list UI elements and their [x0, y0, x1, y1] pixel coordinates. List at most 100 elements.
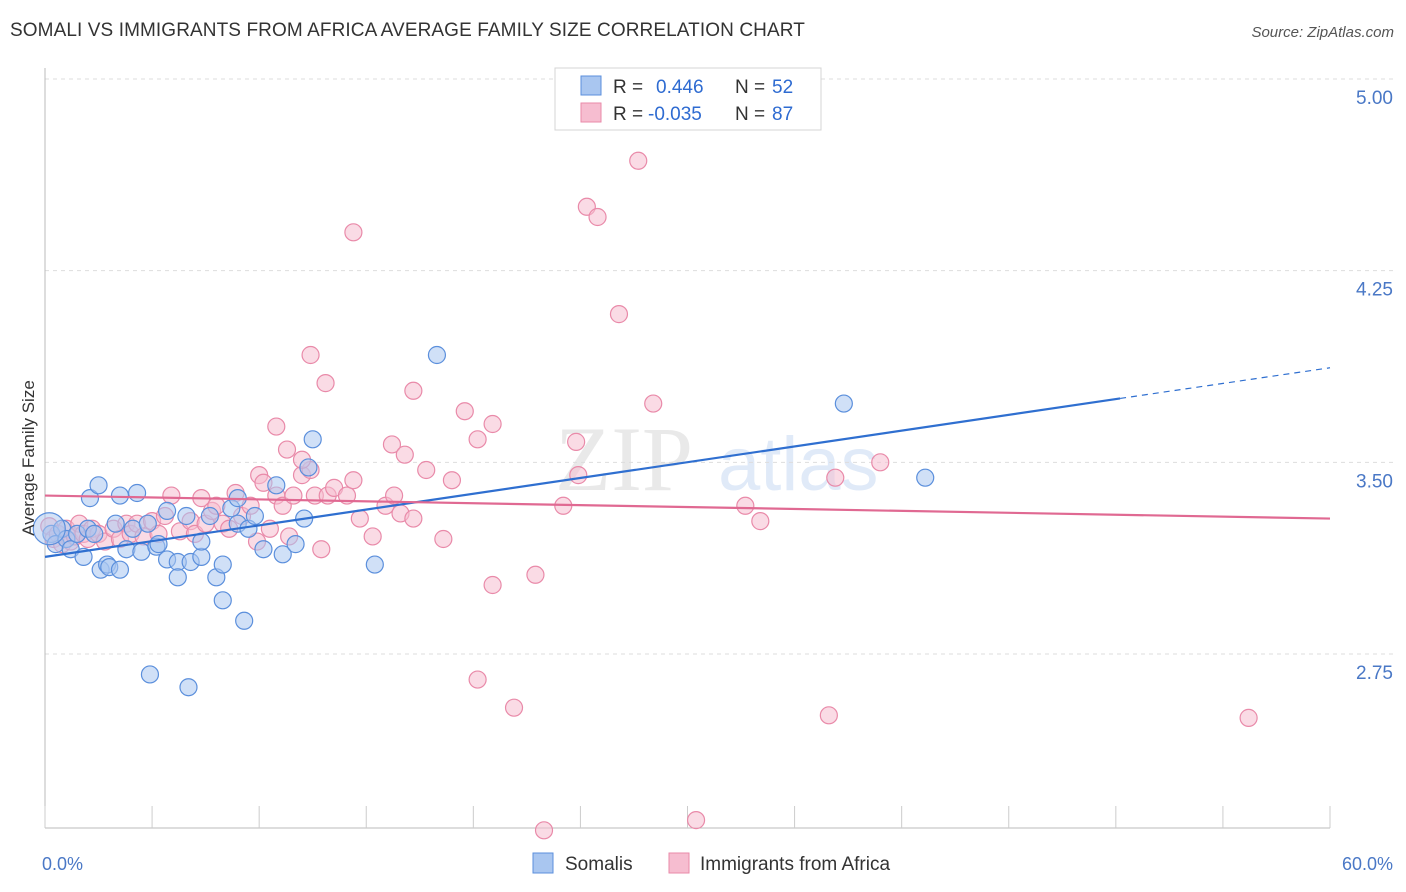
- point-africa: [277, 440, 297, 459]
- bottom-legend-somalis: Somalis: [565, 854, 633, 875]
- point-africa: [609, 305, 629, 324]
- point-somalis: [427, 345, 447, 365]
- point-somalis: [140, 665, 160, 684]
- point-africa: [686, 811, 706, 830]
- point-somalis: [179, 678, 198, 697]
- trend-africa: [44, 494, 1331, 520]
- point-africa: [404, 381, 423, 400]
- legend-swatch-africa: [580, 102, 602, 123]
- y-tick-label: 4.25: [1356, 280, 1393, 301]
- legend-n-label-1: N =: [735, 77, 765, 98]
- point-somalis: [245, 506, 264, 526]
- watermark: ZIP atlas: [555, 408, 879, 510]
- point-africa: [751, 512, 770, 531]
- point-africa: [404, 509, 423, 528]
- point-africa: [344, 223, 363, 242]
- series-legend: Somalis Immigrants from Africa: [532, 852, 890, 875]
- point-africa: [344, 471, 363, 490]
- point-somalis: [127, 483, 147, 503]
- y-tick-label: 3.50: [1356, 471, 1393, 492]
- point-somalis: [80, 489, 100, 508]
- watermark-atlas: atlas: [718, 422, 879, 507]
- y-tick-label: 2.75: [1356, 663, 1393, 684]
- point-africa: [267, 417, 286, 436]
- point-somalis-cluster: [32, 512, 66, 546]
- point-africa: [736, 496, 755, 515]
- point-somalis: [254, 540, 273, 559]
- point-somalis: [168, 568, 187, 587]
- bottom-legend-africa: Immigrants from Africa: [700, 854, 890, 875]
- point-africa: [826, 468, 845, 487]
- point-africa: [567, 432, 586, 451]
- point-africa: [162, 486, 181, 505]
- point-africa: [534, 821, 554, 840]
- point-somalis: [110, 486, 130, 505]
- legend-n-value-africa: 87: [772, 104, 793, 125]
- watermark-zip: ZIP: [555, 408, 693, 510]
- point-africa: [1239, 708, 1258, 727]
- point-somalis: [85, 524, 104, 543]
- point-somalis: [299, 458, 318, 477]
- gridlines: [45, 78, 1395, 655]
- bottom-legend-swatch-africa: [668, 852, 690, 874]
- bottom-legend-swatch-somalis: [532, 852, 554, 874]
- point-somalis: [273, 545, 292, 564]
- point-africa: [350, 509, 369, 528]
- point-somalis: [834, 394, 853, 413]
- point-africa: [468, 670, 487, 689]
- point-somalis: [213, 555, 232, 574]
- chart-title: SOMALI VS IMMIGRANTS FROM AFRICA AVERAGE…: [10, 20, 805, 41]
- legend-r-label-2: R =: [613, 104, 643, 125]
- point-somalis: [286, 535, 305, 554]
- point-africa: [644, 394, 663, 413]
- point-africa: [483, 414, 502, 434]
- y-axis-label: Average Family Size: [19, 380, 38, 536]
- point-somalis: [213, 591, 232, 610]
- point-africa: [483, 575, 502, 595]
- point-africa: [384, 486, 404, 505]
- axes: 2.75 3.50 4.25 5.00 0.0% 60.0%: [42, 68, 1393, 874]
- point-somalis: [365, 555, 384, 574]
- point-somalis: [89, 476, 108, 495]
- point-somalis: [303, 430, 322, 449]
- point-africa: [284, 486, 303, 505]
- point-africa: [629, 151, 648, 170]
- trend-somalis: [44, 397, 1121, 558]
- legend-r-value-africa: -0.035: [648, 104, 702, 125]
- point-somalis: [200, 506, 220, 526]
- point-somalis: [177, 506, 196, 526]
- point-africa: [468, 430, 487, 449]
- point-africa: [442, 471, 462, 490]
- point-africa: [395, 445, 414, 464]
- point-africa: [312, 540, 331, 559]
- source-credit: Source: ZipAtlas.com: [1251, 24, 1394, 41]
- point-africa: [301, 345, 320, 365]
- point-africa: [363, 527, 382, 546]
- legend-r-label-1: R =: [613, 77, 643, 98]
- point-somalis: [267, 476, 286, 495]
- x-tick-label-end: 60.0%: [1342, 854, 1393, 874]
- point-africa: [588, 207, 607, 227]
- point-africa: [504, 698, 524, 717]
- point-africa: [316, 374, 335, 393]
- legend-n-label-2: N =: [735, 104, 765, 125]
- data-points: [32, 151, 1258, 840]
- point-africa: [434, 529, 453, 549]
- point-somalis: [138, 514, 157, 533]
- point-africa: [819, 706, 838, 725]
- point-somalis: [149, 535, 168, 554]
- correlation-legend: R = 0.446 N = 52 R = -0.035 N = 87: [554, 67, 822, 131]
- point-africa: [871, 453, 890, 472]
- point-africa: [526, 565, 545, 584]
- point-africa: [455, 402, 474, 421]
- point-somalis: [110, 560, 130, 579]
- point-somalis: [157, 501, 177, 520]
- x-tick-label-start: 0.0%: [42, 854, 83, 874]
- point-africa: [417, 460, 436, 480]
- legend-n-value-somalis: 52: [772, 77, 793, 98]
- legend-r-value-somalis: 0.446: [656, 77, 704, 98]
- point-somalis: [106, 514, 125, 533]
- point-africa: [382, 435, 402, 454]
- trend-lines: [44, 367, 1331, 558]
- trend-somalis-extension: [1120, 367, 1331, 400]
